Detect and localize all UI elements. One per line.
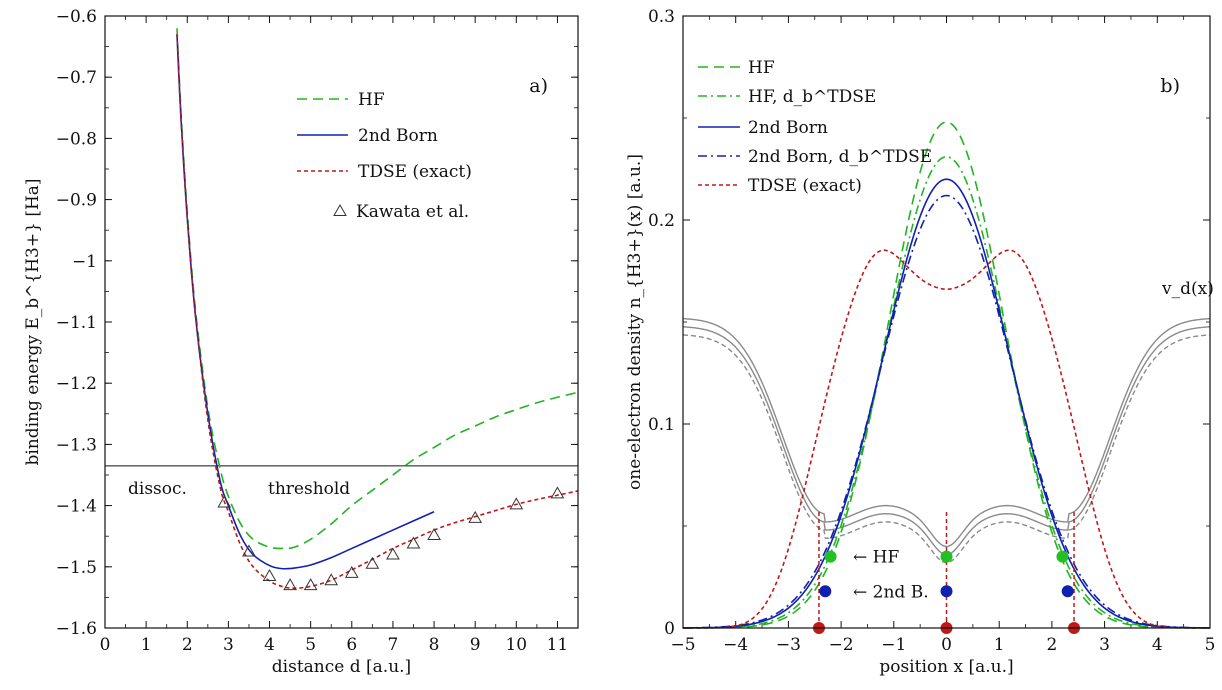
panel-a: 0 1 2 3 4 5 6 7 8 9 10 11 −1.6 −1.5 −1.4 −1.3 −1.2 −1.1 −1…: [23, 7, 579, 677]
y-tick-label: −1.2: [56, 374, 97, 394]
kawata-point: [344, 565, 359, 578]
legend-label: TDSE (exact): [748, 176, 862, 196]
kawata-point: [303, 578, 318, 591]
x-tick-label: 2: [182, 635, 193, 655]
threshold-label-right: threshold: [268, 479, 350, 499]
legend-label: 2nd Born, d_b^TDSE: [748, 147, 932, 167]
y-tick-label: −1.6: [56, 619, 97, 639]
y-axis-label: binding energy E_b^{H3+} [Ha]: [23, 178, 43, 465]
legend-label: HF: [748, 58, 775, 78]
panel-b: −5 −4 −3 −2 −1 0 1 2 3 4 5 0 0.1 0.2 0.3 v_d(x) ← HF ← 2n…: [625, 7, 1215, 677]
kawata-point: [242, 544, 256, 557]
kawata-point: [262, 568, 277, 581]
x-tick-label: 2: [1046, 635, 1057, 655]
density-line-1: [682, 155, 1211, 629]
legend-swatch-triangle: [333, 203, 347, 216]
y-tick-label: −0.6: [56, 7, 97, 27]
y-tick-label: 0: [664, 619, 675, 639]
y-tick-label: −0.9: [56, 191, 97, 211]
x-tick-label: −1: [881, 635, 906, 655]
x-tick-label: 4: [1152, 635, 1163, 655]
legend-label: HF, d_b^TDSE: [748, 87, 876, 107]
kawata-point: [365, 556, 380, 569]
y-tick-label: −1.1: [56, 313, 97, 333]
x-tick-label: −4: [723, 635, 748, 655]
x-tick-label: 11: [547, 635, 569, 655]
hf-nucleus-dot: [1056, 550, 1069, 563]
legend-label: 2nd Born: [748, 118, 828, 138]
x-tick-label: 5: [305, 635, 316, 655]
kawata-point: [427, 527, 441, 540]
x-tick-label: 3: [1099, 635, 1110, 655]
x-tick-label: 0: [100, 635, 111, 655]
y-tick-label: −1.5: [56, 558, 97, 578]
kawata-point: [324, 573, 339, 586]
series-line-2: [176, 34, 579, 590]
legend-label: Kawata et al.: [356, 202, 469, 222]
density-line-3: [682, 194, 1211, 629]
kawata-point: [509, 497, 524, 510]
panel-a-frame: [104, 15, 579, 629]
panel-b-frame: [682, 15, 1211, 629]
x-axis-label: distance d [a.u.]: [272, 657, 411, 677]
kawata-point: [386, 547, 400, 560]
x-tick-label: 1: [141, 635, 152, 655]
x-tick-label: 9: [470, 635, 481, 655]
x-tick-label: −5: [670, 635, 695, 655]
threshold-label-left: dissoc.: [128, 479, 187, 499]
x-tick-label: 3: [223, 635, 234, 655]
density-line-2: [682, 178, 1211, 629]
panel-label-b: b): [1160, 75, 1180, 97]
legend-label: 2nd Born: [358, 126, 438, 146]
kawata-point: [468, 510, 483, 523]
x-tick-label: 1: [994, 635, 1005, 655]
kawata-point: [406, 536, 421, 549]
density-line-4: [683, 249, 1210, 629]
x-tick-label: −2: [829, 635, 854, 655]
kawata-point: [217, 495, 232, 508]
hf-nucleus-dot: [940, 550, 953, 563]
x-axis-label: position x [a.u.]: [879, 657, 1013, 677]
x-tick-label: 5: [1205, 635, 1216, 655]
y-tick-label: 0.2: [648, 211, 675, 231]
hf-nucleus-dot: [824, 550, 837, 563]
x-tick-label: −3: [776, 635, 801, 655]
x-tick-label: 6: [346, 635, 357, 655]
potential-label: v_d(x): [1161, 279, 1214, 299]
born-nucleus-dot: [940, 585, 953, 598]
kawata-point: [550, 486, 565, 499]
legend-label: HF: [358, 90, 385, 110]
legend-label: TDSE (exact): [358, 162, 472, 182]
x-tick-label: 0: [941, 635, 952, 655]
y-tick-label: −1.4: [56, 497, 97, 517]
y-tick-label: −1: [72, 252, 97, 272]
hf-nucleus-label: ← HF: [853, 548, 899, 568]
y-tick-label: −0.7: [56, 68, 97, 88]
potential-curve: [682, 317, 1211, 548]
x-tick-label: 8: [429, 635, 440, 655]
y-tick-label: −0.8: [56, 129, 97, 149]
born-nucleus-dot: [1061, 585, 1074, 598]
y-tick-label: −1.3: [56, 435, 97, 455]
x-tick-label: 7: [387, 635, 398, 655]
panel-label-a: a): [529, 75, 548, 97]
y-tick-label: 0.3: [648, 7, 675, 27]
density-line-0: [683, 121, 1210, 629]
kawata-point: [283, 578, 297, 591]
x-tick-label: 4: [264, 635, 275, 655]
born-nucleus-dot: [819, 585, 832, 598]
x-tick-label: 10: [505, 635, 527, 655]
y-axis-label: one-electron density n_{H3+}(x) [a.u.]: [625, 154, 645, 490]
born-nucleus-label: ← 2nd B.: [853, 582, 929, 602]
y-tick-label: 0.1: [648, 415, 675, 435]
